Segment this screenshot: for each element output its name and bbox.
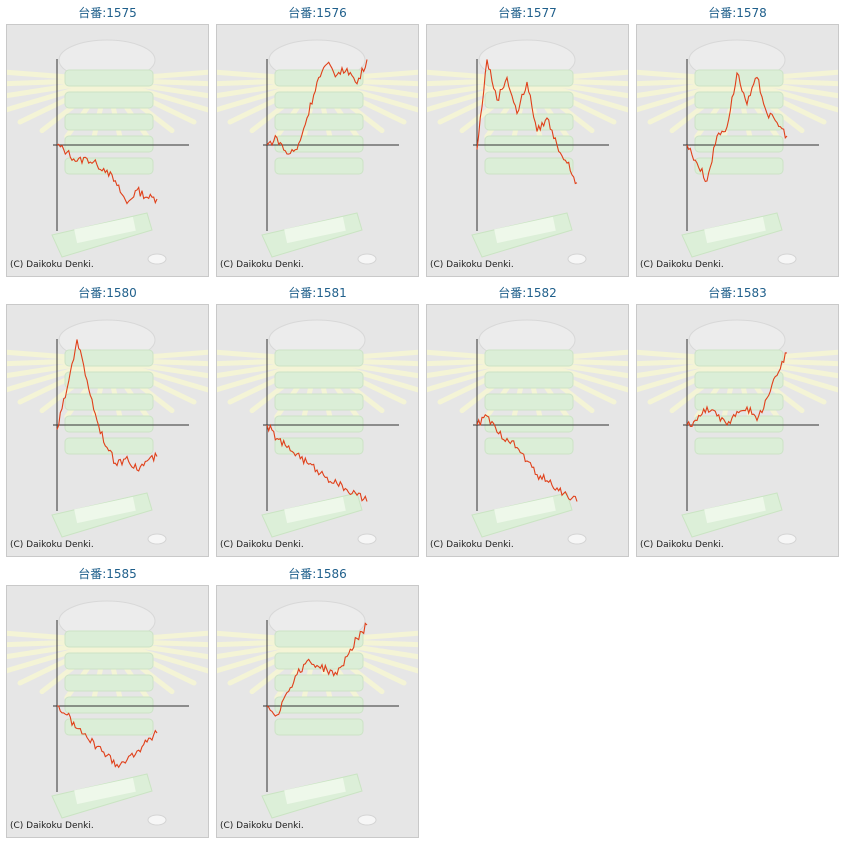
background-illustration — [7, 319, 208, 545]
machine-number-link[interactable]: 台番:1577 — [498, 6, 557, 20]
chart-frame: (C) Daikoku Denki. — [6, 304, 209, 557]
chart-frame: (C) Daikoku Denki. — [426, 304, 629, 557]
background-illustration — [637, 39, 838, 265]
chart-panel: 台番:1586 (C) Daikoku Denki. — [216, 561, 419, 838]
machine-number-link[interactable]: 台番:1585 — [78, 567, 137, 581]
machine-number-link[interactable]: 台番:1581 — [288, 286, 347, 300]
background-illustration — [7, 600, 208, 826]
copyright-text: (C) Daikoku Denki. — [220, 260, 304, 270]
chart-panel: 台番:1581 (C) Daikoku Denki. — [216, 280, 419, 557]
machine-number-link[interactable]: 台番:1582 — [498, 286, 557, 300]
machine-number-link[interactable]: 台番:1580 — [78, 286, 137, 300]
line-chart — [217, 319, 418, 545]
chart-frame: (C) Daikoku Denki. — [216, 304, 419, 557]
series-line — [266, 622, 368, 717]
machine-number-link[interactable]: 台番:1575 — [78, 6, 137, 20]
copyright-text: (C) Daikoku Denki. — [430, 540, 514, 550]
copyright-text: (C) Daikoku Denki. — [10, 540, 94, 550]
chart-frame: (C) Daikoku Denki. — [216, 24, 419, 277]
chart-panel: 台番:1577 (C) Daikoku Denki. — [426, 0, 629, 277]
machine-number-link[interactable]: 台番:1578 — [708, 6, 767, 20]
chart-frame: (C) Daikoku Denki. — [6, 585, 209, 838]
line-chart — [217, 600, 418, 826]
machine-number-link[interactable]: 台番:1583 — [708, 286, 767, 300]
copyright-text: (C) Daikoku Denki. — [640, 260, 724, 270]
chart-panel: 台番:1578 (C) Daikoku Denki. — [636, 0, 839, 277]
series-line — [476, 414, 578, 502]
background-illustration — [427, 319, 628, 545]
series-line — [56, 143, 158, 205]
series-line — [56, 339, 158, 472]
background-illustration — [217, 319, 418, 545]
chart-panel: 台番:1575 (C) Daikoku Denki. — [6, 0, 209, 277]
chart-frame: (C) Daikoku Denki. — [6, 24, 209, 277]
chart-panel: 台番:1585 (C) Daikoku Denki. — [6, 561, 209, 838]
line-chart — [217, 39, 418, 265]
copyright-text: (C) Daikoku Denki. — [10, 260, 94, 270]
machine-number-link[interactable]: 台番:1586 — [288, 567, 347, 581]
background-illustration — [7, 39, 208, 265]
line-chart — [427, 39, 628, 265]
chart-frame: (C) Daikoku Denki. — [426, 24, 629, 277]
chart-frame: (C) Daikoku Denki. — [636, 304, 839, 557]
series-line — [56, 705, 158, 769]
series-line — [686, 352, 788, 427]
series-line — [686, 71, 788, 183]
line-chart — [7, 319, 208, 545]
chart-panel: 台番:1576 (C) Daikoku Denki. — [216, 0, 419, 277]
copyright-text: (C) Daikoku Denki. — [10, 821, 94, 831]
chart-panel: 台番:1580 (C) Daikoku Denki. — [6, 280, 209, 557]
background-illustration — [637, 319, 838, 545]
series-line — [266, 59, 368, 155]
copyright-text: (C) Daikoku Denki. — [430, 260, 514, 270]
background-illustration — [217, 600, 418, 826]
background-illustration — [427, 39, 628, 265]
machine-number-link[interactable]: 台番:1576 — [288, 6, 347, 20]
copyright-text: (C) Daikoku Denki. — [220, 821, 304, 831]
line-chart — [427, 319, 628, 545]
chart-panel: 台番:1583 (C) Daikoku Denki. — [636, 280, 839, 557]
chart-panel: 台番:1582 (C) Daikoku Denki. — [426, 280, 629, 557]
copyright-text: (C) Daikoku Denki. — [220, 540, 304, 550]
line-chart — [7, 39, 208, 265]
series-line — [476, 59, 578, 185]
chart-frame: (C) Daikoku Denki. — [636, 24, 839, 277]
background-illustration — [217, 39, 418, 265]
copyright-text: (C) Daikoku Denki. — [640, 540, 724, 550]
line-chart — [7, 600, 208, 826]
line-chart — [637, 319, 838, 545]
series-line — [266, 423, 368, 502]
chart-frame: (C) Daikoku Denki. — [216, 585, 419, 838]
line-chart — [637, 39, 838, 265]
